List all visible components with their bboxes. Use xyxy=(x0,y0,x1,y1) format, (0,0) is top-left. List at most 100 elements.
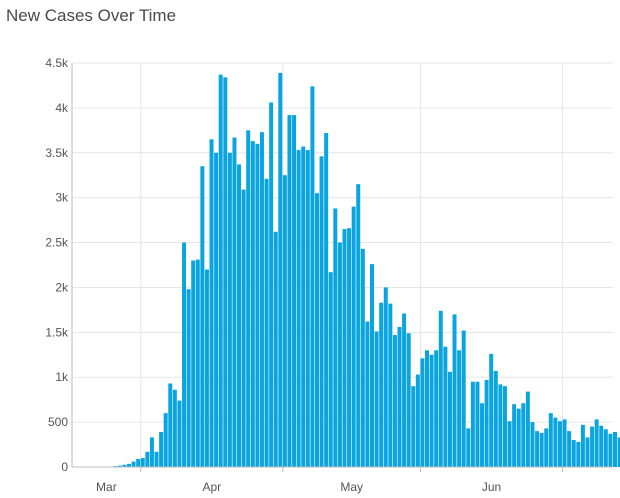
bar xyxy=(278,72,283,468)
bar xyxy=(182,242,187,467)
bar xyxy=(314,193,319,467)
bar xyxy=(282,175,287,467)
bar xyxy=(402,313,407,467)
bar xyxy=(557,421,562,467)
bar xyxy=(356,184,361,467)
bar xyxy=(530,422,535,467)
bar xyxy=(406,333,411,467)
bar xyxy=(502,386,507,467)
bar xyxy=(562,419,567,467)
bar xyxy=(209,139,214,468)
bar xyxy=(351,206,356,467)
bar xyxy=(177,400,182,467)
bar xyxy=(447,371,452,467)
bar xyxy=(590,426,595,467)
bar xyxy=(480,403,485,467)
bar xyxy=(255,143,260,468)
y-tick-label: 3k xyxy=(55,191,69,205)
x-tick-label: May xyxy=(340,480,363,494)
x-axis-ticks: Mar Apr May Jun xyxy=(96,467,564,494)
bar xyxy=(159,431,164,467)
bar xyxy=(337,242,342,467)
bar xyxy=(466,428,471,467)
x-tick-label: Jun xyxy=(482,480,501,494)
bar xyxy=(548,413,553,467)
bar xyxy=(415,374,420,467)
y-tick-label: 4k xyxy=(55,101,69,115)
bar xyxy=(594,419,599,467)
bar xyxy=(365,321,370,467)
bar xyxy=(388,303,393,467)
bar xyxy=(571,440,576,467)
bar xyxy=(613,431,617,467)
bar xyxy=(237,164,242,467)
bar xyxy=(539,432,544,467)
bar xyxy=(443,346,448,467)
y-tick-label: 1.5k xyxy=(45,325,69,339)
bar xyxy=(489,353,494,467)
bar xyxy=(429,354,434,467)
bar xyxy=(292,115,297,468)
bar xyxy=(273,231,278,467)
bar xyxy=(397,326,402,467)
bar xyxy=(484,379,489,467)
bar xyxy=(383,287,388,467)
bar xyxy=(516,408,521,467)
bar xyxy=(452,314,457,467)
x-tick-label: Apr xyxy=(202,480,221,494)
bar xyxy=(241,189,246,467)
y-axis-ticks: 0 500 1k 1.5k 2k 2.5k 3k 3.5k 4k 4.5k xyxy=(45,56,69,474)
bar xyxy=(227,152,232,467)
bar xyxy=(411,386,416,467)
bar xyxy=(493,370,498,467)
bar xyxy=(232,137,237,467)
bar xyxy=(379,302,384,467)
bar xyxy=(370,264,374,467)
bar xyxy=(425,350,430,467)
bar xyxy=(310,86,315,467)
bar xyxy=(599,425,604,467)
bar xyxy=(328,272,333,467)
bar xyxy=(305,150,310,467)
bar xyxy=(553,417,558,467)
y-tick-label: 4.5k xyxy=(45,56,69,70)
y-tick-label: 2k xyxy=(55,280,69,294)
bar xyxy=(521,403,526,467)
bar xyxy=(585,437,590,467)
bar xyxy=(296,150,301,467)
bar xyxy=(149,437,154,467)
chart-title: New Cases Over Time xyxy=(6,6,177,25)
bar xyxy=(163,413,168,467)
bar xyxy=(360,248,365,467)
bar xyxy=(319,156,324,467)
bar-series xyxy=(72,72,620,468)
y-tick-label: 1k xyxy=(55,370,69,384)
bar xyxy=(145,451,150,467)
y-tick-label: 3.5k xyxy=(45,146,69,160)
bar xyxy=(347,228,352,467)
bar xyxy=(131,461,136,467)
bar xyxy=(525,391,530,467)
y-tick-label: 0 xyxy=(61,460,68,474)
bar xyxy=(204,269,209,467)
bar xyxy=(333,208,338,467)
bar xyxy=(498,384,503,467)
bar xyxy=(218,74,223,467)
bar xyxy=(512,404,517,467)
bar xyxy=(246,130,251,468)
bar xyxy=(269,102,274,467)
bar xyxy=(580,424,585,467)
y-tick-label: 2.5k xyxy=(45,236,69,250)
bar xyxy=(122,464,127,467)
bar xyxy=(301,146,306,467)
bar xyxy=(617,437,620,467)
bar xyxy=(136,458,141,467)
bar xyxy=(461,330,466,467)
bar xyxy=(603,429,608,467)
bar xyxy=(567,431,572,467)
bar xyxy=(374,331,379,467)
bar xyxy=(195,259,200,467)
bar xyxy=(470,381,475,467)
bar xyxy=(287,115,292,468)
